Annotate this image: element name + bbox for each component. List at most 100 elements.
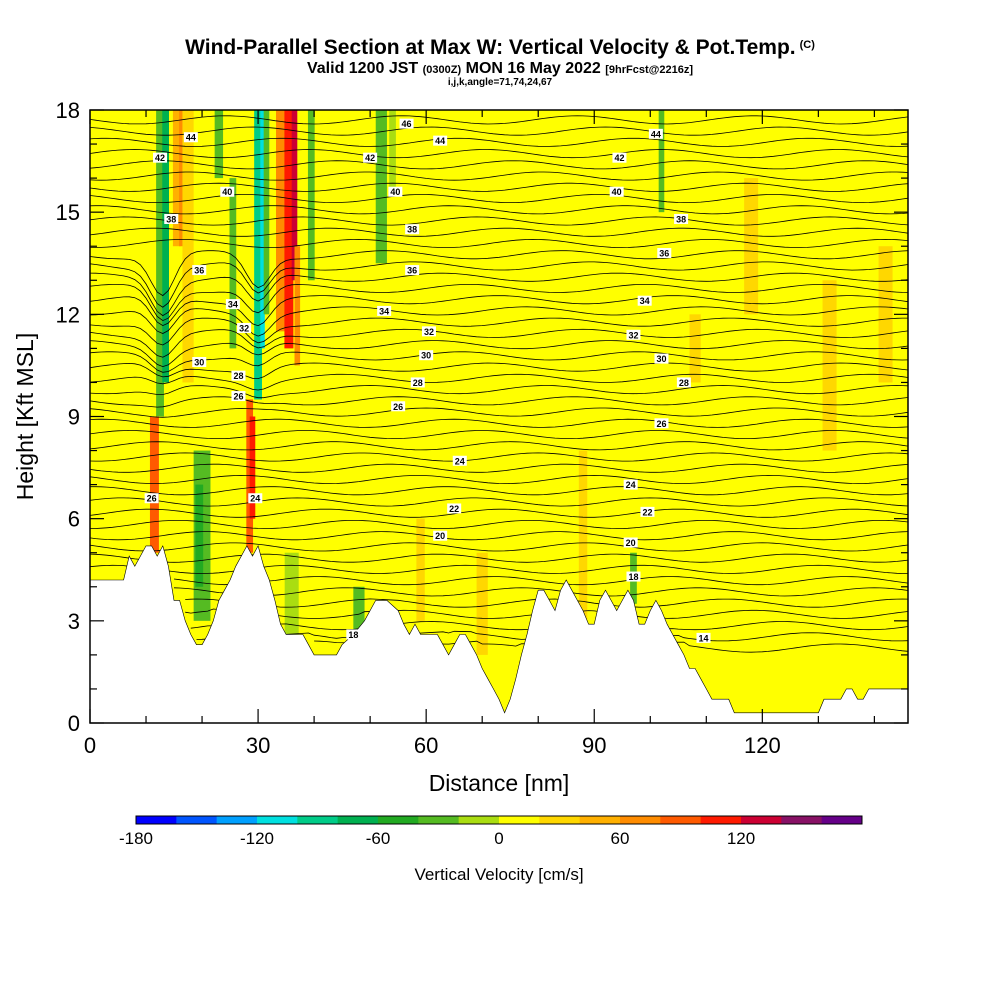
- isentrope-line: [90, 385, 908, 399]
- velocity-cell: [214, 110, 224, 179]
- contour-label-bg: [676, 377, 691, 388]
- velocity-cell: [353, 586, 365, 638]
- contour-label: 30: [421, 351, 431, 361]
- contour-label-bg: [405, 224, 420, 235]
- velocity-cell: [179, 110, 186, 247]
- contour-label: 36: [194, 266, 204, 276]
- isentrope-line: [90, 328, 908, 358]
- contour-label-bg: [452, 455, 467, 466]
- isentrope-line: [90, 250, 908, 297]
- velocity-cell: [658, 110, 665, 213]
- contour-label-bg: [696, 632, 711, 643]
- contour-label: 28: [413, 378, 423, 388]
- isentrope-line: [90, 261, 908, 308]
- colorbar-label: -120: [240, 829, 274, 848]
- velocity-cell: [156, 110, 164, 417]
- contour-label: 40: [222, 187, 232, 197]
- contour-label-bg: [153, 152, 168, 163]
- contour-label: 28: [679, 378, 689, 388]
- x-axis-title: Distance [nm]: [429, 770, 570, 796]
- isentrope-line: [90, 362, 908, 380]
- contour-label-bg: [192, 265, 207, 276]
- colorbar-swatch: [176, 816, 218, 824]
- contour-label-bg: [377, 305, 392, 316]
- velocity-cell: [276, 110, 285, 332]
- contour-label: 18: [628, 572, 638, 582]
- contour-label: 24: [626, 480, 636, 490]
- isentrope-line: [90, 205, 908, 215]
- contour-label: 26: [393, 402, 403, 412]
- isentrope-line: [90, 396, 908, 408]
- isentrope-line: [90, 126, 908, 136]
- isentrope-line: [90, 407, 908, 418]
- velocity-cell: [389, 110, 396, 196]
- contour-label-bg: [648, 128, 663, 139]
- y-tick-label: 9: [68, 405, 80, 430]
- contour-label: 36: [407, 266, 417, 276]
- contour-label-bg: [225, 299, 240, 310]
- contour-label-bg: [144, 493, 159, 504]
- colorbar: -180 -120 -60 0 60 120 Vertical Velocity [cm/s…: [119, 815, 863, 884]
- contour-label-bg: [399, 118, 414, 129]
- isentrope-line: [90, 508, 908, 518]
- contour-label-bg: [220, 186, 235, 197]
- contour-label: 24: [455, 456, 465, 466]
- velocity-cell: [744, 178, 759, 315]
- contour-label-bg: [419, 350, 434, 361]
- isentrope-line: [90, 182, 908, 192]
- contour-label: 26: [233, 392, 243, 402]
- y-tick-label: 3: [68, 609, 80, 634]
- contour-label-bg: [388, 186, 403, 197]
- colorbar-label: -180: [119, 829, 153, 848]
- contour-label-bg: [657, 248, 672, 259]
- velocity-cell: [246, 399, 254, 553]
- colorbar-swatch: [418, 816, 460, 824]
- isentrope-line: [90, 564, 908, 574]
- x-tick-label: 60: [414, 733, 438, 758]
- velocity-cell: [476, 552, 488, 655]
- contour-label-bg: [410, 377, 425, 388]
- colorbar-swatch: [216, 816, 258, 824]
- isentrope-line: [90, 474, 908, 485]
- contour-label: 38: [166, 214, 176, 224]
- velocity-cell: [822, 280, 837, 451]
- colorbar-label: -60: [366, 829, 391, 848]
- isentrope-line: [90, 542, 908, 552]
- contour-label: 32: [239, 323, 249, 333]
- y-tick-label: 12: [56, 302, 80, 327]
- chart-title-mark: (C): [799, 39, 815, 51]
- x-tick-label: 0: [84, 733, 96, 758]
- colorbar-swatch: [539, 816, 581, 824]
- isentrope-line: [190, 621, 908, 631]
- x-tick-label: 30: [246, 733, 270, 758]
- y-tick-label: 6: [68, 507, 80, 532]
- contour-label: 42: [365, 153, 375, 163]
- contour-label: 30: [194, 358, 204, 368]
- isentrope-line: [90, 351, 908, 373]
- isentrope-line: [185, 608, 908, 619]
- colorbar-swatch: [620, 816, 661, 824]
- valid-utc: (0300Z): [422, 64, 462, 76]
- isentrope-line: [173, 576, 908, 586]
- colorbar-swatch: [741, 816, 782, 824]
- contour-label-bg: [637, 295, 652, 306]
- valid-date: MON 16 May 2022: [465, 60, 601, 77]
- contour-label: 44: [651, 129, 661, 139]
- contour-label: 22: [449, 504, 459, 514]
- plot-area: 44 42 40 38 36 34 32 30 28 26 26 24 46 44 42 40 38 36 34 32…: [90, 110, 908, 723]
- isentrope-line: [185, 598, 908, 608]
- isentrope-line: [90, 137, 908, 147]
- isentrope-line: [90, 238, 908, 249]
- colorbar-label: 120: [727, 829, 755, 848]
- isentrope-line: [90, 486, 908, 496]
- contour-label: 20: [626, 538, 636, 548]
- isentrope-line: [90, 284, 908, 322]
- colorbar-label: 60: [611, 829, 630, 848]
- colorbar-swatch: [781, 816, 823, 824]
- contour-label: 18: [348, 630, 358, 640]
- colorbar-swatch: [136, 816, 177, 824]
- contour-label-bg: [433, 135, 448, 146]
- chart-subtitle: Valid 1200 JST (0300Z) MON 16 May 2022 […: [0, 60, 1000, 78]
- contour-label-bg: [231, 391, 246, 402]
